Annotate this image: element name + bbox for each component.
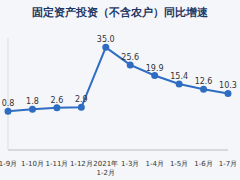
svg-text:2021年: 2021年 — [93, 160, 118, 168]
svg-text:15.4: 15.4 — [170, 72, 188, 81]
svg-text:0.8: 0.8 — [8, 99, 14, 108]
svg-text:10.3: 10.3 — [219, 81, 232, 90]
svg-text:2.6: 2.6 — [51, 96, 64, 105]
svg-text:1-12月: 1-12月 — [70, 160, 93, 168]
svg-text:35.0: 35.0 — [97, 35, 115, 44]
svg-text:25.6: 25.6 — [121, 53, 139, 62]
svg-text:1-3月: 1-3月 — [121, 160, 139, 168]
svg-text:19.9: 19.9 — [146, 64, 164, 73]
svg-text:1-6月: 1-6月 — [194, 160, 212, 168]
svg-text:1-4月: 1-4月 — [145, 160, 163, 168]
svg-text:1-10月: 1-10月 — [21, 160, 44, 168]
html-text:固定资产投资（不含农户）同比增速: 固定资产投资（不含农户）同比增速 — [32, 6, 208, 19]
svg-text:1-5月: 1-5月 — [170, 160, 188, 168]
svg-text:1-7月: 1-7月 — [219, 160, 232, 168]
svg-text:1-2月: 1-2月 — [97, 169, 115, 177]
svg-text:1.8: 1.8 — [26, 97, 39, 106]
svg-text:12.6: 12.6 — [195, 77, 213, 86]
svg-text:2.9: 2.9 — [75, 95, 88, 104]
svg-text:1-9月: 1-9月 — [8, 160, 17, 168]
svg-text:1-11月: 1-11月 — [45, 160, 68, 168]
